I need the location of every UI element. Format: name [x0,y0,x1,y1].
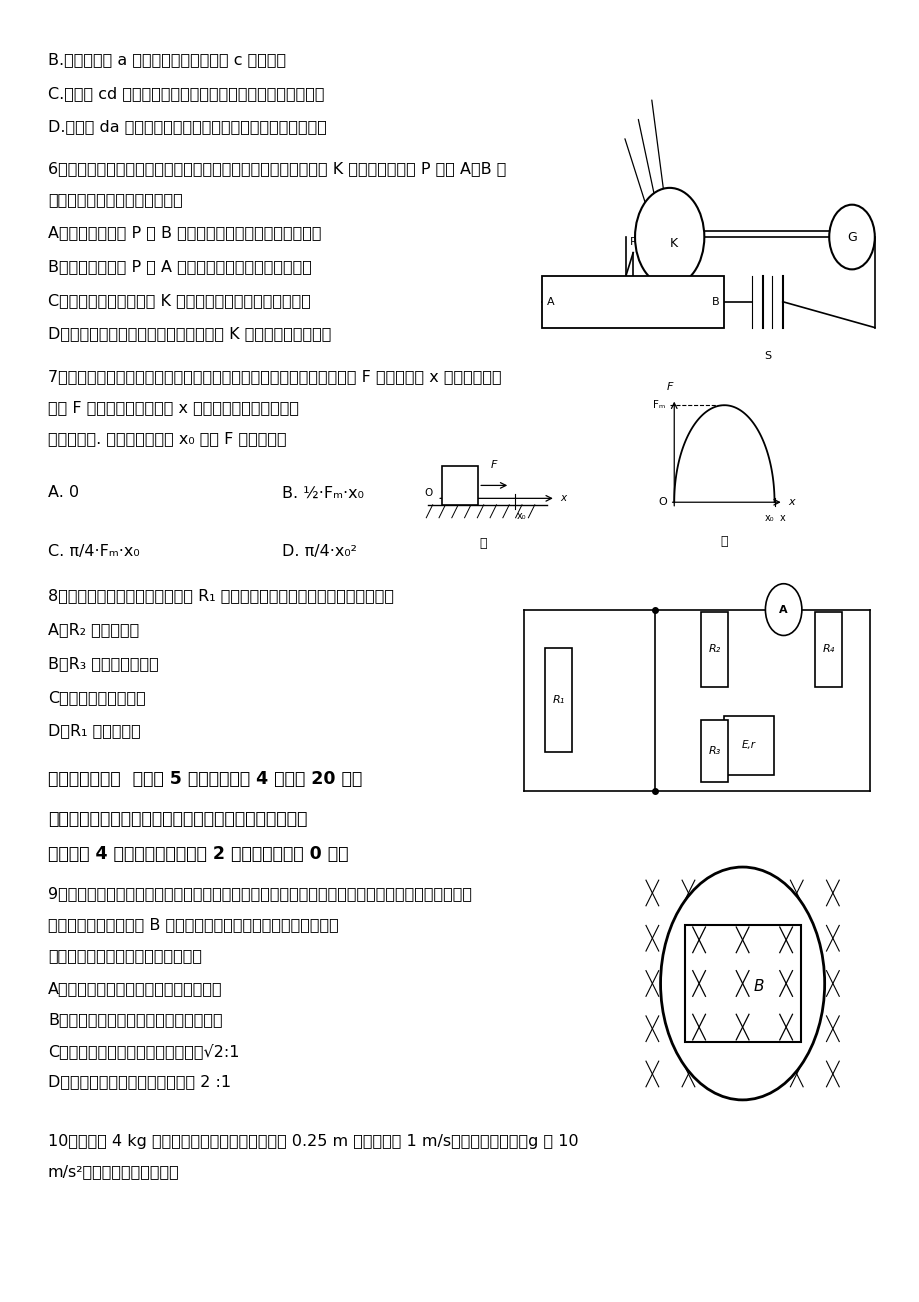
Text: O: O [657,497,666,508]
Text: B: B [711,297,719,307]
Text: 二、多项选择题  本题共 5 小题，每小题 4 分，共 20 分。: 二、多项选择题 本题共 5 小题，每小题 4 分，共 20 分。 [48,769,362,788]
Circle shape [828,204,874,270]
Text: x₀: x₀ [765,513,774,522]
Text: D．R₁ 的电流增大: D．R₁ 的电流增大 [48,724,141,738]
Bar [544,648,572,753]
Text: D. π/4·x₀²: D. π/4·x₀² [282,544,357,559]
Text: A．R₂ 的功率增大: A．R₂ 的功率增大 [48,622,139,638]
Text: C．电流表的示数变大: C．电流表的示数变大 [48,690,145,704]
Bar [723,716,773,775]
Text: 它们放在磁感应强度为 B 的匀强磁场中，磁场方向垂直于圆环平面: 它们放在磁感应强度为 B 的匀强磁场中，磁场方向垂直于圆环平面 [48,918,338,932]
Text: x: x [779,513,785,522]
Text: 点，电流表中有电流通过，则：: 点，电流表中有电流通过，则： [48,191,183,207]
Text: B．若将滑动触头 P 向 A 端移动时，电流表读数一定增大: B．若将滑动触头 P 向 A 端移动时，电流表读数一定增大 [48,259,312,273]
Text: x₀: x₀ [516,512,526,521]
Circle shape [660,867,823,1100]
Text: Fₘ: Fₘ [652,400,664,410]
Bar [684,926,800,1042]
Text: B: B [753,979,764,993]
Text: D．圆环和线框中的电流大小比为 2 :1: D．圆环和线框中的电流大小比为 2 :1 [48,1074,231,1088]
Bar [441,466,478,505]
Text: x: x [788,497,794,508]
Text: O: O [424,488,432,499]
Text: 甲: 甲 [479,538,486,551]
Text: F: F [491,460,497,470]
Text: 在每小题给出的四个选项中，有多项符合题目要求。全部: 在每小题给出的四个选项中，有多项符合题目要求。全部 [48,810,307,828]
Text: B.气体在状态 a 时的内能大于它在状态 c 时的内能: B.气体在状态 a 时的内能大于它在状态 c 时的内能 [48,52,286,66]
Text: 乙: 乙 [720,535,727,548]
Text: P: P [630,237,636,247]
Text: 9．用导线绕一圆环，环内有一用同样导线折成的内接正方形线框，圆环与线框绝缘，如图所示。把: 9．用导线绕一圆环，环内有一用同样导线折成的内接正方形线框，圆环与线框绝缘，如图… [48,887,471,901]
Text: K: K [669,237,677,250]
Text: 8．如图所示电路，当滑动变阻器 R₁ 的滑片向上滑动时，下列说法正确的是：: 8．如图所示电路，当滑动变阻器 R₁ 的滑片向上滑动时，下列说法正确的是： [48,587,393,603]
Text: F: F [665,383,672,392]
Text: 6．如图所示，当一束一定强度某一频率的黄光照射到光电管阴极 K 上时，此时滑片 P 处于 A、B 中: 6．如图所示，当一束一定强度某一频率的黄光照射到光电管阴极 K 上时，此时滑片 … [48,160,505,176]
Text: E,r: E,r [742,741,755,750]
Text: S: S [764,350,771,361]
Text: D．若用一束强度相同的紫外线照射阴极 K 时，电流表读数不变: D．若用一束强度相同的紫外线照射阴极 K 时，电流表读数不变 [48,327,331,341]
Text: A: A [778,604,787,615]
Circle shape [765,583,801,635]
Text: C.在过程 cd 中气体向外界放出的热量大于外界对气体做的功: C.在过程 cd 中气体向外界放出的热量大于外界对气体做的功 [48,86,324,100]
Text: 拉力 F 随物块所在位置坐标 x 的变化关系如图乙所示，: 拉力 F 随物块所在位置坐标 x 的变化关系如图乙所示， [48,400,299,415]
Text: C. π/4·Fₘ·x₀: C. π/4·Fₘ·x₀ [48,544,140,559]
Text: R₁: R₁ [551,695,564,706]
Text: （纸面）向里。当磁场均匀减弱时：: （纸面）向里。当磁场均匀减弱时： [48,949,201,963]
Text: B．R₃ 两端的电压减小: B．R₃ 两端的电压减小 [48,656,158,671]
Text: A．圆环和线框中的电流方向都为顺时针: A．圆环和线框中的电流方向都为顺时针 [48,980,222,996]
Text: R₃: R₃ [708,746,720,756]
Text: C．若用红外线照射阴极 K 时，电流表中一定没有电流通过: C．若用红外线照射阴极 K 时，电流表中一定没有电流通过 [48,293,311,307]
Text: m/s²，则下列判断正确的是: m/s²，则下列判断正确的是 [48,1164,179,1180]
Text: A. 0: A. 0 [48,486,79,500]
Text: 10．质量为 4 kg 的物体被人由静止开始向上提升 0.25 m 后速度达到 1 m/s，不计空气阻力，g 取 10: 10．质量为 4 kg 的物体被人由静止开始向上提升 0.25 m 后速度达到 … [48,1134,578,1148]
Text: D.在过程 da 中气体从外界吸收的热量小于气体对外界做的功: D.在过程 da 中气体从外界吸收的热量小于气体对外界做的功 [48,120,326,134]
Text: 7．如图甲所示，静置于光滑水平面上坐标原点处的小物块，在水平拉力 F 作用下，沿 x 轴方向运动，: 7．如图甲所示，静置于光滑水平面上坐标原点处的小物块，在水平拉力 F 作用下，沿… [48,368,501,384]
Text: A: A [546,297,553,307]
Circle shape [634,187,704,286]
Text: R₂: R₂ [708,644,720,655]
Bar [541,276,723,328]
Text: G: G [846,230,856,243]
Bar [700,720,727,783]
Text: x: x [560,493,566,504]
Bar [814,612,842,687]
Text: B．圆环和线框中的电流方向都为逆时针: B．圆环和线框中的电流方向都为逆时针 [48,1012,222,1027]
Text: A．若将滑动触头 P 向 B 端移动时，电流表读数有可能不变: A．若将滑动触头 P 向 B 端移动时，电流表读数有可能不变 [48,225,321,241]
Text: B. ½·Fₘ·x₀: B. ½·Fₘ·x₀ [282,486,364,500]
Bar [700,612,727,687]
Text: C．圆环和线框中的电流大小之比为√2:1: C．圆环和线框中的电流大小之比为√2:1 [48,1043,239,1059]
Text: 选对的得 4 分，选对但不全的得 2 分，有选错的得 0 分。: 选对的得 4 分，选对但不全的得 2 分，有选错的得 0 分。 [48,845,348,863]
Text: R₄: R₄ [822,644,834,655]
Text: 图线为半圆. 则小物块运动到 x₀ 处时 F 做的总功为: 图线为半圆. 则小物块运动到 x₀ 处时 F 做的总功为 [48,431,286,447]
